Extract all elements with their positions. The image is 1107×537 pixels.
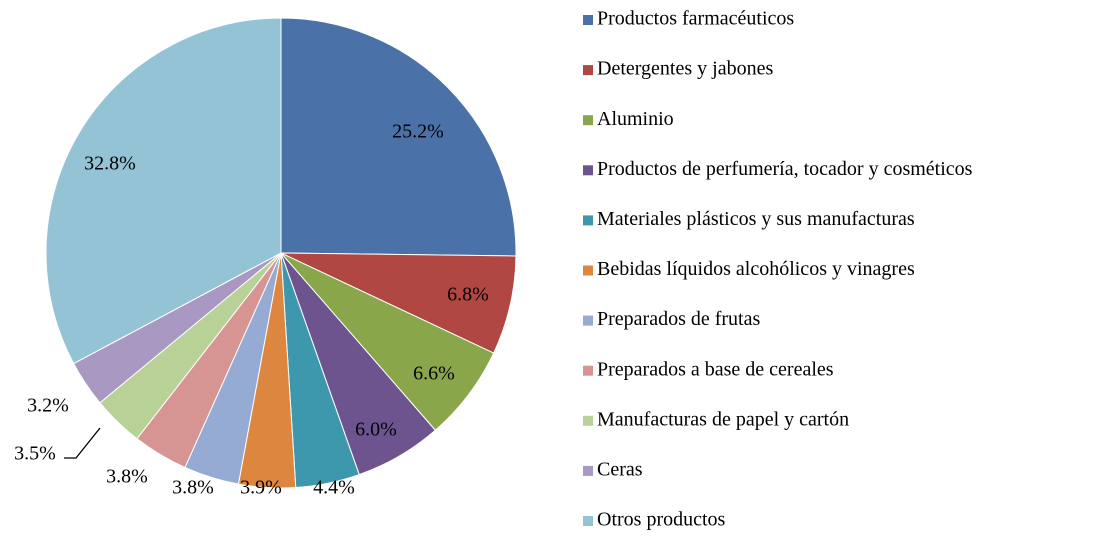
data-label: 3.8% bbox=[106, 466, 148, 488]
data-label: 6.6% bbox=[413, 363, 455, 385]
legend-swatch bbox=[583, 315, 593, 326]
data-label: 3.5% bbox=[14, 443, 56, 465]
pie-slice bbox=[45, 17, 282, 365]
legend-label: Preparados a base de cereales bbox=[597, 358, 834, 380]
legend-label: Materiales plásticos y sus manufacturas bbox=[597, 208, 915, 230]
legend-label: Ceras bbox=[597, 458, 643, 480]
legend-swatch bbox=[583, 15, 593, 25]
leader-line bbox=[64, 427, 101, 459]
legend-label: Productos farmacéuticos bbox=[597, 8, 794, 30]
legend-label: Detergentes y jabones bbox=[597, 58, 773, 80]
legend-label: Otros productos bbox=[597, 509, 726, 531]
data-label: 6.0% bbox=[355, 419, 397, 441]
legend-label: Preparados de frutas bbox=[597, 308, 760, 330]
pie-slice bbox=[280, 17, 517, 257]
data-label: 3.2% bbox=[27, 395, 69, 417]
legend-swatch bbox=[583, 265, 593, 276]
legend-swatch bbox=[583, 215, 593, 226]
data-label: 32.8% bbox=[84, 153, 136, 175]
legend-swatch bbox=[583, 516, 593, 526]
legend-swatch bbox=[583, 165, 593, 176]
data-label: 25.2% bbox=[392, 121, 444, 143]
legend-swatch bbox=[583, 65, 593, 76]
legend-swatch bbox=[583, 115, 593, 126]
legend-label: Aluminio bbox=[597, 108, 674, 130]
data-label: 6.8% bbox=[447, 284, 489, 306]
legend-swatch bbox=[583, 415, 593, 426]
legend-label: Productos de perfumería, tocador y cosmé… bbox=[597, 158, 973, 180]
legend-swatch bbox=[583, 365, 593, 376]
legend-label: Manufacturas de papel y cartón bbox=[597, 408, 849, 430]
legend-swatch bbox=[583, 465, 593, 476]
data-label: 3.9% bbox=[240, 477, 282, 499]
legend-label: Bebidas líquidos alcohólicos y vinagres bbox=[597, 258, 915, 280]
data-label: 3.8% bbox=[172, 477, 214, 499]
data-label: 4.4% bbox=[313, 477, 355, 499]
